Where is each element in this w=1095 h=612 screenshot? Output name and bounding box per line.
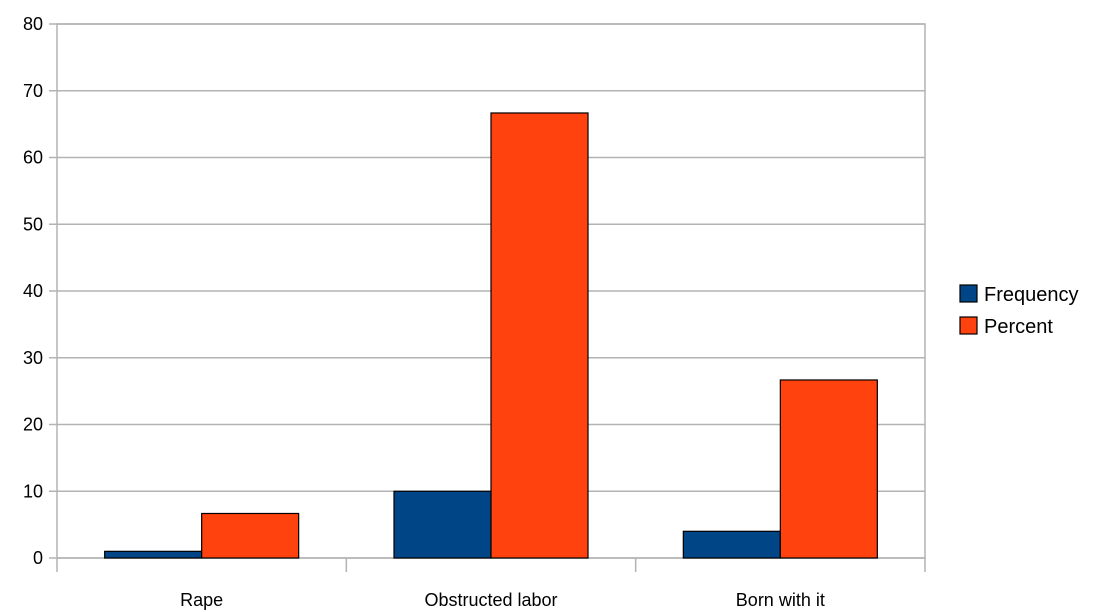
y-tick-label: 80 <box>23 14 43 34</box>
bar-percent-obstructed-labor <box>490 112 589 559</box>
y-tick-label: 50 <box>23 214 43 234</box>
legend-label-percent: Percent <box>984 316 1053 338</box>
legend-swatch <box>959 284 978 303</box>
y-tick-label: 40 <box>23 281 43 301</box>
legend-label-frequency: Frequency <box>984 284 1079 306</box>
y-tick-label: 20 <box>23 415 43 435</box>
x-category-label: Born with it <box>736 590 825 610</box>
y-tick-label: 70 <box>23 81 43 101</box>
bar-frequency-rape <box>104 550 203 559</box>
y-tick-label: 60 <box>23 148 43 168</box>
legend-swatch <box>959 316 978 335</box>
bar-percent-rape <box>201 512 300 559</box>
y-tick-label: 30 <box>23 348 43 368</box>
y-tick-label: 10 <box>23 481 43 501</box>
x-category-label: Rape <box>180 590 223 610</box>
bar-percent-born-with-it <box>779 379 878 559</box>
y-tick-label: 0 <box>33 548 43 568</box>
bar-frequency-obstructed-labor <box>393 490 492 559</box>
x-category-label: Obstructed labor <box>424 590 557 610</box>
bar-frequency-born-with-it <box>682 530 781 559</box>
